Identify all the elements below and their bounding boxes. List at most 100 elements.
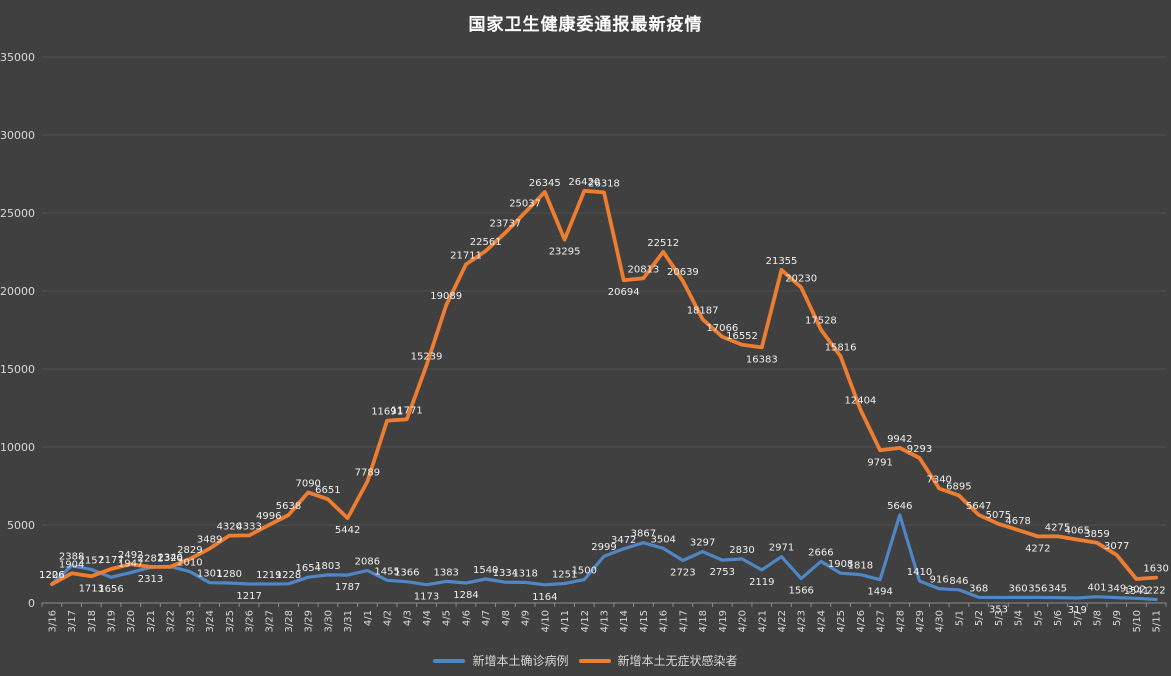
data-label: 5647 xyxy=(966,501,991,512)
data-label: 2320 xyxy=(157,553,182,564)
data-label: 1284 xyxy=(453,590,478,601)
legend: 新增本土确诊病例 新增本土无症状感染者 xyxy=(0,652,1171,669)
x-axis-date-label: 4/23 xyxy=(797,610,808,632)
data-label: 2666 xyxy=(808,547,833,558)
x-axis-date-label: 4/27 xyxy=(876,610,887,632)
x-axis-date-label: 3/19 xyxy=(107,610,118,632)
x-axis-date-label: 4/15 xyxy=(639,610,650,632)
data-label: 9942 xyxy=(887,434,912,445)
data-label: 1301 xyxy=(197,569,222,580)
series-line-confirmed xyxy=(50,513,1158,602)
y-axis-tick-label: 15000 xyxy=(0,363,35,376)
legend-label-asymptomatic: 新增本土无症状感染者 xyxy=(617,654,738,668)
data-label: 368 xyxy=(969,583,988,594)
data-label: 22561 xyxy=(470,237,502,248)
x-axis-date-label: 4/13 xyxy=(600,610,611,632)
data-label: 21711 xyxy=(450,250,482,261)
data-label: 4320 xyxy=(217,522,242,533)
data-label: 26345 xyxy=(529,178,561,189)
data-label: 2971 xyxy=(769,543,794,554)
y-axis-tick-label: 25000 xyxy=(0,207,35,220)
data-label: 20639 xyxy=(667,267,699,278)
data-label: 20694 xyxy=(608,287,640,298)
x-axis-date-label: 4/2 xyxy=(383,610,394,626)
data-label: 1366 xyxy=(394,568,419,579)
data-label: 5075 xyxy=(986,510,1011,521)
data-label: 20813 xyxy=(627,264,659,275)
data-label: 4272 xyxy=(1025,543,1050,554)
data-label: 7789 xyxy=(355,468,380,479)
legend-item-confirmed[interactable]: 新增本土确诊病例 xyxy=(433,652,569,669)
legend-label-confirmed: 新增本土确诊病例 xyxy=(472,654,569,668)
data-label: 23295 xyxy=(549,247,581,258)
data-label: 1494 xyxy=(867,587,892,598)
data-label: 1818 xyxy=(848,561,873,572)
data-label: 846 xyxy=(949,576,968,587)
data-label: 3504 xyxy=(650,534,675,545)
y-axis-tick-label: 35000 xyxy=(0,51,35,64)
data-label: 916 xyxy=(930,575,949,586)
y-axis-tick-label: 30000 xyxy=(0,129,35,142)
x-axis-date-label: 3/16 xyxy=(47,610,58,632)
data-label: 4678 xyxy=(1005,516,1030,527)
data-label: 2086 xyxy=(355,557,380,568)
data-label: 1318 xyxy=(512,568,537,579)
data-label: 11771 xyxy=(391,405,423,416)
data-label: 356 xyxy=(1028,583,1047,594)
x-axis-date-label: 3/28 xyxy=(284,610,295,632)
data-label: 1228 xyxy=(276,570,301,581)
data-label: 1803 xyxy=(315,561,340,572)
x-axis-date-label: 3/26 xyxy=(245,610,256,632)
x-axis-date-label: 3/23 xyxy=(185,610,196,632)
x-axis-date-label: 5/6 xyxy=(1053,610,1064,626)
series-line-asymptomatic xyxy=(50,188,1158,587)
x-axis-date-label: 4/14 xyxy=(619,610,630,632)
x-axis-date-label: 4/17 xyxy=(678,610,689,632)
data-label: 17528 xyxy=(805,316,837,327)
data-label: 26420 xyxy=(568,177,600,188)
x-axis-date-label: 4/20 xyxy=(738,610,749,632)
data-label: 4065 xyxy=(1065,526,1090,537)
data-label: 3867 xyxy=(631,529,656,540)
data-label: 1251 xyxy=(552,570,577,581)
x-axis-date-label: 4/28 xyxy=(895,610,906,632)
data-label: 9791 xyxy=(867,457,892,468)
data-label: 20230 xyxy=(785,273,817,284)
x-axis-date-label: 4/8 xyxy=(501,610,512,626)
data-label: 1219 xyxy=(256,570,281,581)
data-label: 1566 xyxy=(788,586,813,597)
data-label: 1334 xyxy=(493,568,518,579)
x-axis-date-label: 4/30 xyxy=(935,610,946,632)
data-label: 401 xyxy=(1087,583,1106,594)
x-axis-date-label: 4/12 xyxy=(580,610,591,632)
data-label: 222 xyxy=(1147,586,1166,597)
x-axis-date-label: 3/18 xyxy=(87,610,98,632)
data-label: 353 xyxy=(989,605,1008,616)
data-label: 2157 xyxy=(79,555,104,566)
data-label: 360 xyxy=(1009,583,1028,594)
legend-item-asymptomatic[interactable]: 新增本土无症状感染者 xyxy=(578,652,738,669)
x-axis-date-label: 5/9 xyxy=(1112,610,1123,626)
x-axis-date-label: 4/5 xyxy=(442,610,453,626)
data-label: 5646 xyxy=(887,501,912,512)
data-label: 1904 xyxy=(59,559,84,570)
data-label: 1500 xyxy=(572,566,597,577)
data-label: 319 xyxy=(1068,605,1087,616)
x-axis-date-label: 4/9 xyxy=(521,610,532,626)
x-axis-date-label: 3/24 xyxy=(205,610,216,632)
x-axis-date-label: 4/21 xyxy=(757,610,768,632)
x-axis-date-label: 4/24 xyxy=(816,610,827,632)
x-axis-date-label: 5/11 xyxy=(1152,610,1163,632)
data-label: 1908 xyxy=(828,559,853,570)
x-axis-date-label: 3/30 xyxy=(323,610,334,632)
y-axis-tick-label: 20000 xyxy=(0,285,35,298)
data-label: 4996 xyxy=(256,511,281,522)
x-axis-date-label: 3/31 xyxy=(343,610,354,632)
x-axis-date-label: 4/11 xyxy=(560,610,571,632)
data-label: 2281 xyxy=(138,553,163,564)
data-label: 2177 xyxy=(98,555,123,566)
data-label: 302 xyxy=(1127,584,1146,595)
x-axis-date-label: 5/8 xyxy=(1093,610,1104,626)
data-label: 5638 xyxy=(276,501,301,512)
